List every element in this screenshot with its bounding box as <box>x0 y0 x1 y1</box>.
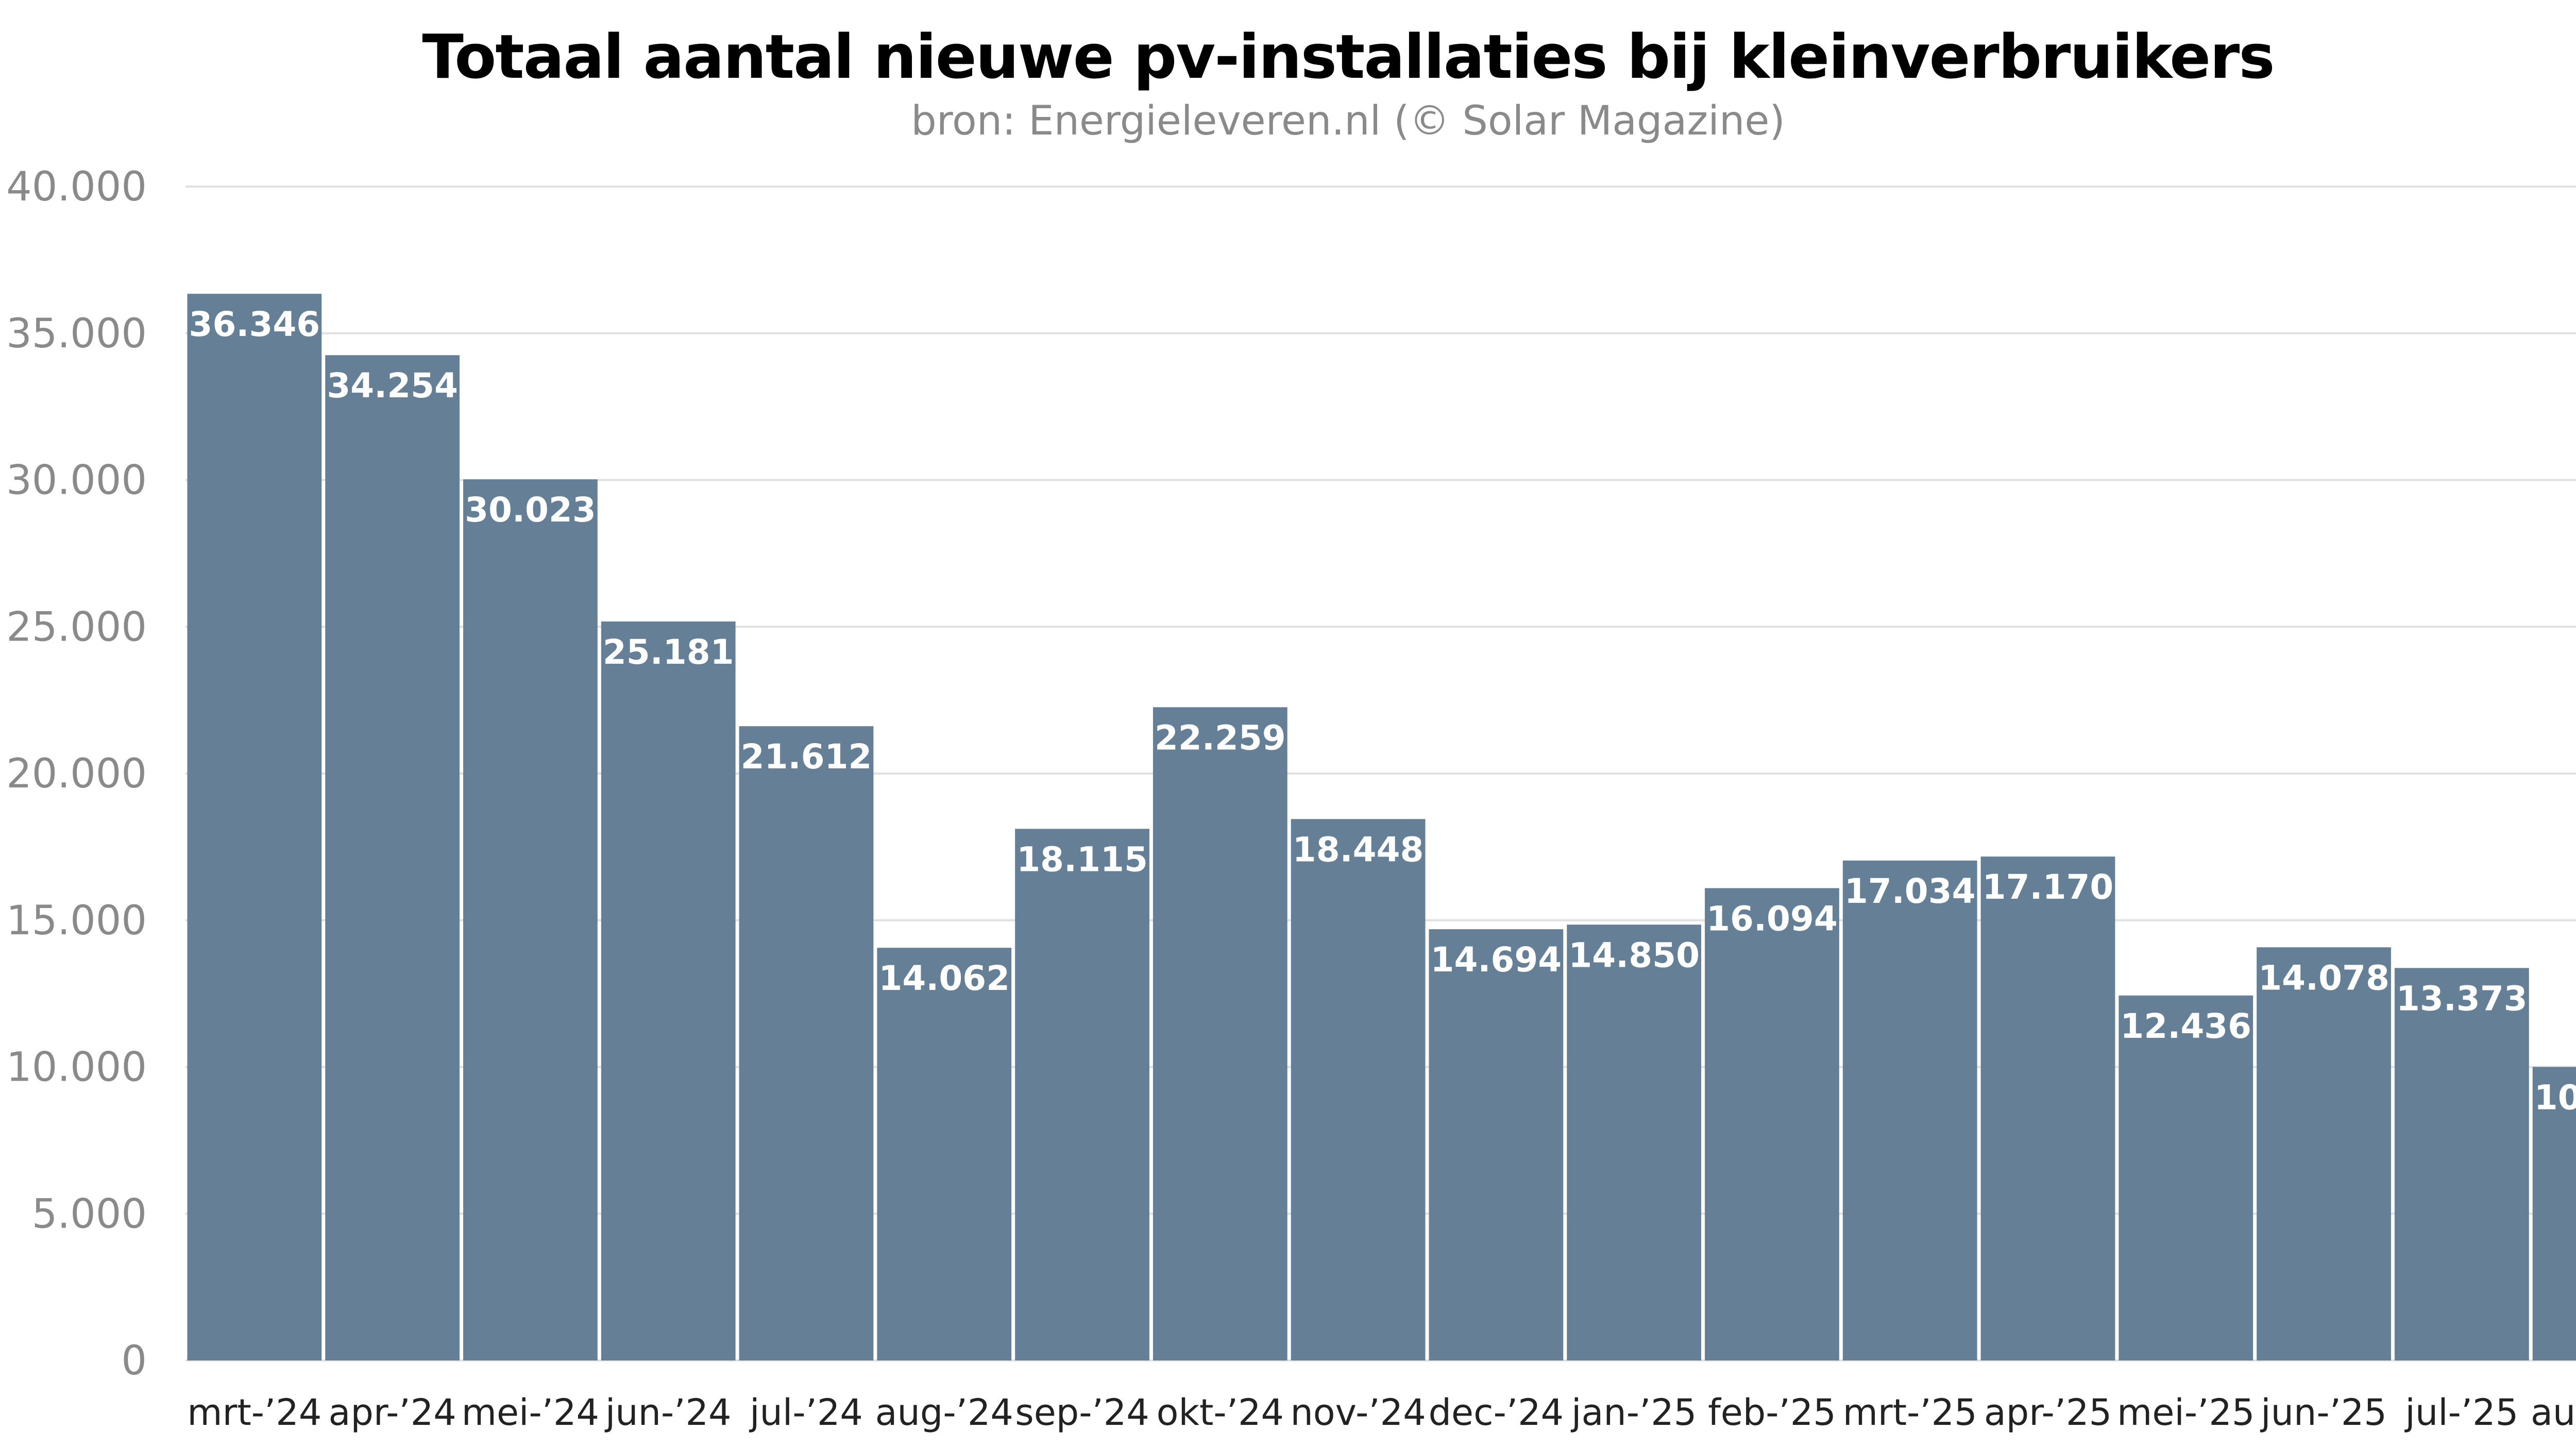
data-label: 18.115 <box>1016 839 1148 879</box>
x-tick-label: jan-’25 <box>1570 1391 1697 1434</box>
data-label: 17.170 <box>1982 867 2114 907</box>
data-label: 36.346 <box>189 305 320 344</box>
bar <box>1429 929 1564 1360</box>
bars <box>187 294 2576 1361</box>
chart-title: Totaal aantal nieuwe pv-installaties bij… <box>422 21 2275 92</box>
y-tick-label: 5.000 <box>32 1191 147 1237</box>
bar <box>1705 888 1839 1360</box>
bar <box>1980 856 2115 1360</box>
x-tick-label: apr-’25 <box>1984 1391 2112 1434</box>
bar <box>1842 860 1977 1360</box>
data-label: 12.436 <box>2120 1006 2251 1046</box>
x-tick-label: apr-’24 <box>329 1391 456 1434</box>
x-tick-label: mei-’24 <box>462 1391 599 1434</box>
x-tick-label: jun-’24 <box>604 1391 732 1434</box>
y-tick-label: 15.000 <box>6 898 147 944</box>
bar <box>2394 968 2529 1360</box>
grid-lines <box>185 186 2576 1361</box>
y-tick-label: 20.000 <box>6 751 147 797</box>
x-tick-label: jun-’25 <box>2260 1391 2387 1434</box>
bar <box>2257 947 2391 1360</box>
bar <box>877 948 1012 1360</box>
y-tick-label: 10.000 <box>6 1045 147 1091</box>
data-label: 25.181 <box>603 632 734 672</box>
chart-subtitle: bron: Energieleveren.nl (© Solar Magazin… <box>911 98 1785 144</box>
y-tick-label: 40.000 <box>6 164 147 210</box>
x-tick-label: mrt-’25 <box>1843 1391 1977 1434</box>
x-tick-label: aug-’24 <box>875 1391 1013 1434</box>
x-axis-ticks: mrt-’24 apr-’24 mei-’24 jun-’24 jul-’24 aug-’… <box>187 1391 2576 1434</box>
x-tick-label: jul-’24 <box>749 1391 863 1434</box>
bar <box>2532 1067 2576 1360</box>
data-label: 17.034 <box>1844 871 1976 911</box>
x-tick-label: jul-’25 <box>2404 1391 2518 1434</box>
x-tick-label: dec-’24 <box>1429 1391 1564 1434</box>
data-label: 34.254 <box>327 366 458 406</box>
data-label: 14.694 <box>1431 940 1562 980</box>
x-tick-label: nov-’24 <box>1290 1391 1426 1434</box>
data-label: 14.078 <box>2258 958 2389 998</box>
data-label: 14.062 <box>878 959 1010 998</box>
bar <box>739 726 874 1360</box>
data-label: 10.002 <box>2534 1078 2576 1117</box>
y-tick-label: 35.000 <box>6 311 147 357</box>
x-tick-label: aug-’25 <box>2531 1391 2576 1434</box>
bar <box>1567 924 1702 1360</box>
bar <box>1291 819 1426 1360</box>
data-label: 30.023 <box>465 490 596 530</box>
data-label: 13.373 <box>2396 979 2528 1018</box>
data-label: 16.094 <box>1706 899 1838 938</box>
y-tick-label: 30.000 <box>6 458 147 504</box>
x-tick-label: mrt-’24 <box>187 1391 321 1434</box>
y-tick-label: 0 <box>121 1338 147 1384</box>
bar <box>601 621 736 1360</box>
x-tick-label: sep-’24 <box>1015 1391 1149 1434</box>
bar <box>463 479 598 1360</box>
x-tick-label: okt-’24 <box>1157 1391 1284 1434</box>
data-label: 22.259 <box>1155 718 1286 758</box>
data-label: 18.448 <box>1293 830 1424 869</box>
x-tick-label: feb-’25 <box>1708 1391 1836 1434</box>
data-label: 14.850 <box>1568 935 1700 975</box>
y-axis-ticks: 0 5.000 10.000 15.000 20.000 25.000 30.000 35.0… <box>6 164 147 1384</box>
data-label: 21.612 <box>741 737 872 777</box>
x-tick-label: mei-’25 <box>2117 1391 2255 1434</box>
y-tick-label: 25.000 <box>6 604 147 650</box>
bar <box>1153 707 1287 1360</box>
bar <box>1015 829 1149 1360</box>
bar <box>2119 995 2253 1360</box>
bar <box>325 355 460 1361</box>
bar <box>187 294 322 1361</box>
